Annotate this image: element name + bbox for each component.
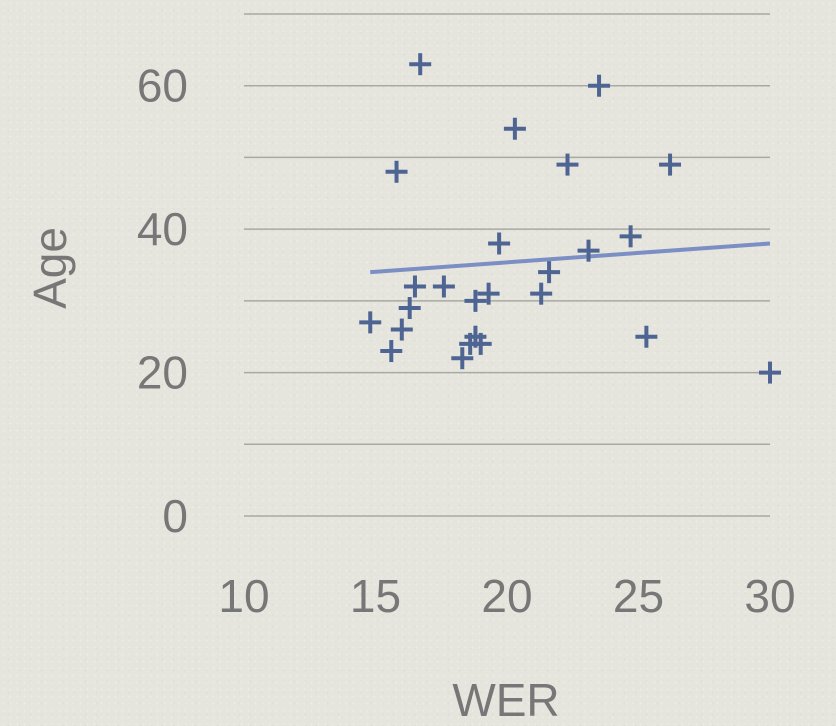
x-axis-tick-labels: 10 15 20 25 30 [218,570,795,622]
data-point [469,332,492,355]
data-point [588,74,611,97]
data-point [390,318,413,341]
data-point [538,261,561,284]
y-tick-label: 0 [162,490,188,542]
x-tick-label: 15 [350,570,401,622]
data-point [385,160,408,183]
data-point [619,225,642,248]
x-tick-label: 10 [218,570,269,622]
trendline-group [370,241,771,275]
y-axis-tick-labels: 0 20 40 60 [137,60,188,542]
x-tick-label: 25 [613,570,664,622]
data-point [556,153,579,176]
data-point [659,153,682,176]
data-point [432,275,455,298]
data-point [359,311,382,334]
data-point [464,289,487,312]
trendline [370,241,771,275]
data-point [759,361,781,384]
data-point [398,297,421,320]
data-point [488,232,511,255]
data-point [503,117,526,140]
data-point [530,282,553,305]
data-point [451,347,474,370]
data-point [409,53,432,76]
data-point [403,275,426,298]
x-tick-label: 30 [744,570,795,622]
data-point [380,340,403,363]
y-axis-title: Age [24,227,76,309]
data-point [477,282,500,305]
x-axis-title: WER [452,674,559,726]
data-point [635,325,658,348]
y-tick-label: 20 [137,347,188,399]
y-tick-label: 40 [137,203,188,255]
gridlines [244,13,770,517]
x-tick-label: 20 [481,570,532,622]
y-tick-label: 60 [137,60,188,112]
data-points [359,53,781,384]
data-point [577,239,600,262]
